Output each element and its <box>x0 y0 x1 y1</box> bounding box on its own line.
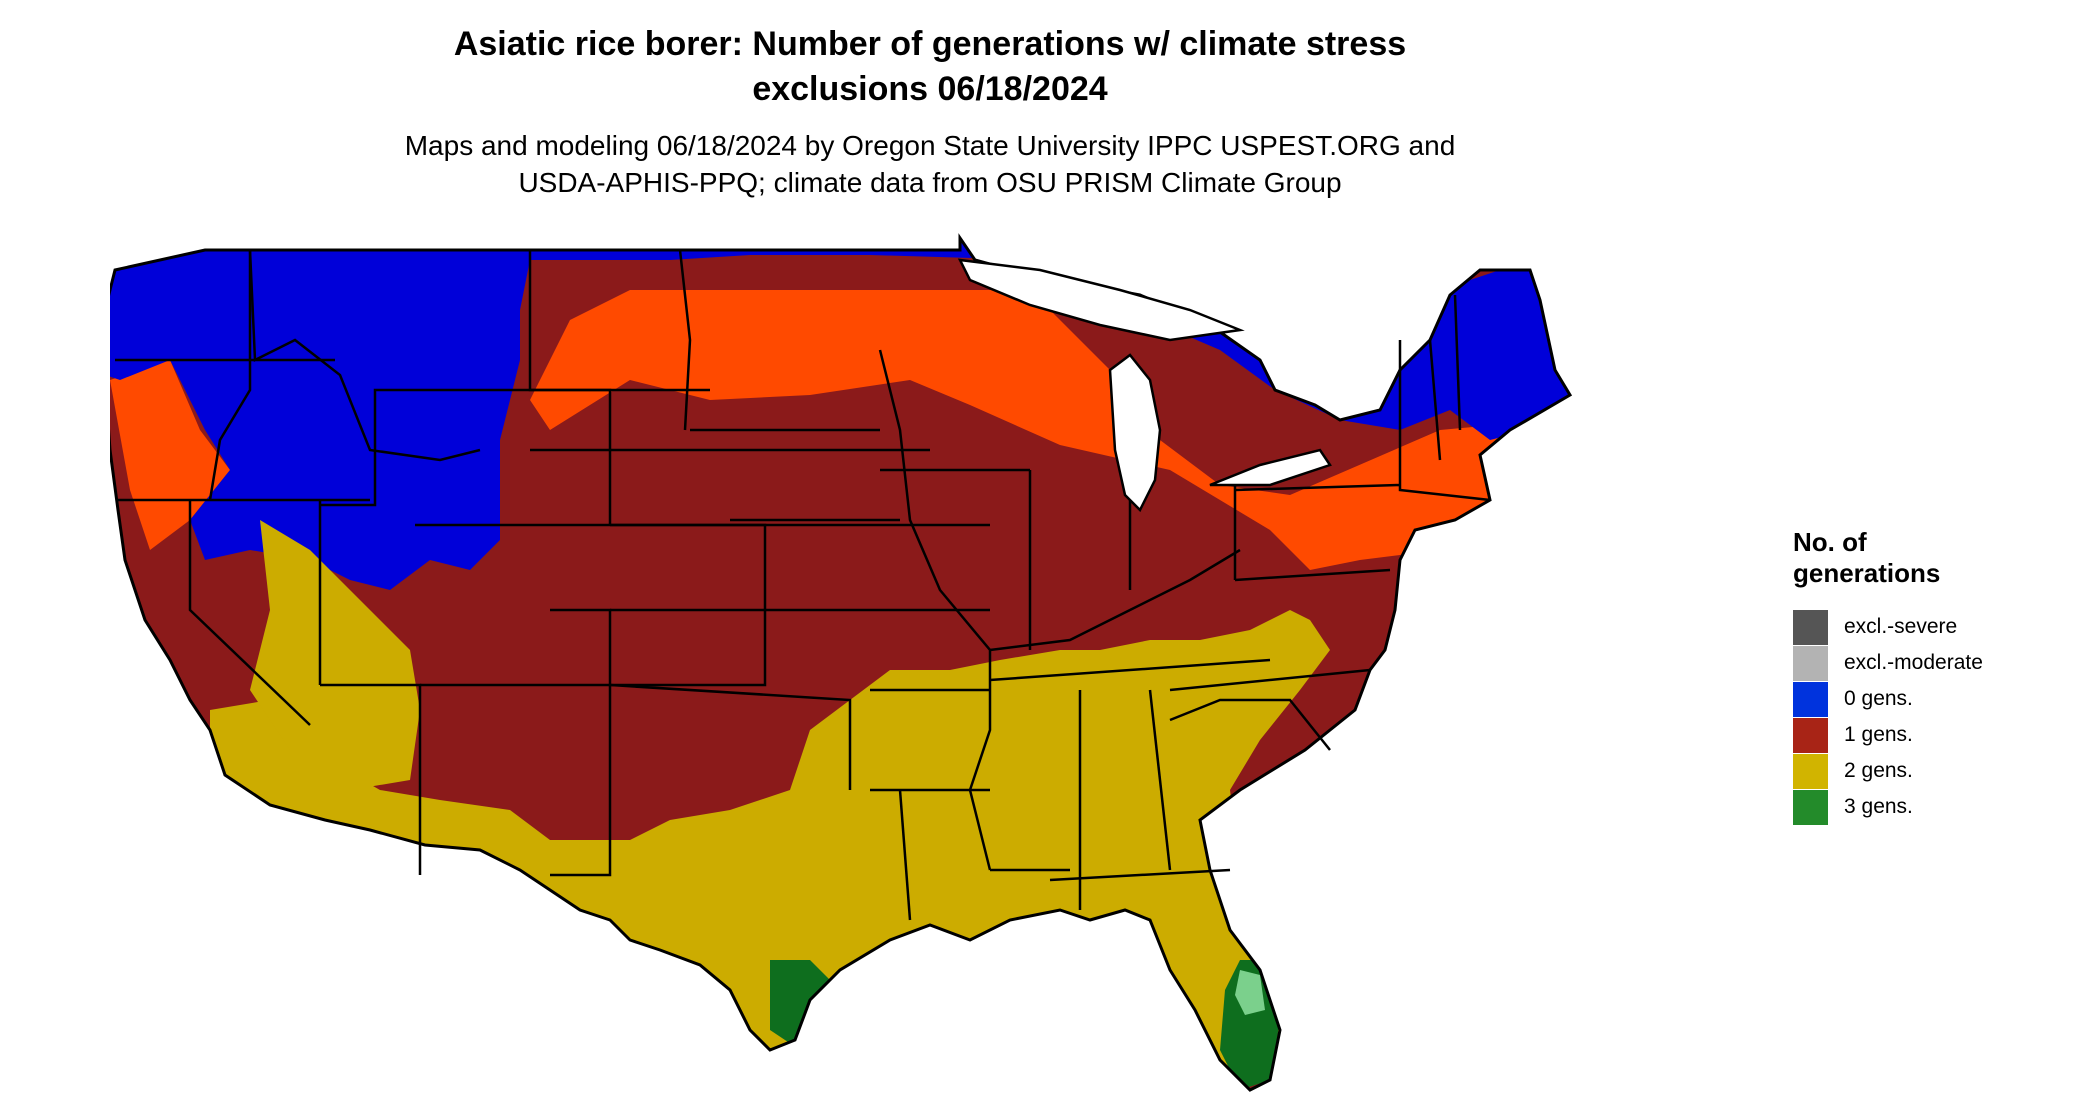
legend-swatch <box>1793 645 1828 681</box>
border-nv-ca <box>188 500 311 726</box>
map-subtitle: Maps and modeling 06/18/2024 by Oregon S… <box>300 127 1560 201</box>
state-borders <box>115 249 1491 921</box>
map-title: Asiatic rice borer: Number of generation… <box>300 22 1560 112</box>
legend-label: excl.-moderate <box>1844 651 1983 674</box>
legend-title-line1: No. of <box>1793 527 1867 557</box>
border-nd-sd <box>528 250 710 392</box>
zone-two-gen-west-strip <box>250 520 420 790</box>
border-vt-nh <box>1428 339 1442 461</box>
border-la-tx <box>898 789 912 921</box>
zone-one-gen-light-north <box>530 290 1550 570</box>
border-nc-sc <box>1169 698 1331 751</box>
map-subtitle-line2: USDA-APHIS-PPQ; climate data from OSU PR… <box>518 167 1342 198</box>
border-ohio-river <box>989 548 1241 652</box>
legend-title-line2: generations <box>1793 558 1941 588</box>
legend-item-2-gens: 2 gens. <box>1793 753 1983 789</box>
legend-swatch <box>1793 609 1828 645</box>
border-nh-me <box>1453 294 1462 431</box>
map-title-line2: exclusions 06/18/2024 <box>752 70 1108 108</box>
border-pa-ny <box>1234 483 1401 492</box>
border-four-corners <box>420 683 612 877</box>
lake-superior <box>957 258 1245 342</box>
legend-item-excl-severe: excl.-severe <box>1793 609 1983 645</box>
legend-item-3-gens: 3 gens. <box>1793 789 1983 825</box>
border-pa-south <box>1234 568 1391 582</box>
zone-one-gen-light-west <box>110 360 230 550</box>
map-subtitle-line1: Maps and modeling 06/18/2024 by Oregon S… <box>404 130 1456 161</box>
border-al-ga <box>1148 689 1172 871</box>
zone-three-gen-florida-light <box>1235 970 1265 1015</box>
legend-label: 3 gens. <box>1844 795 1913 818</box>
legend: No. of generations excl.-severe excl.-mo… <box>1793 527 1983 825</box>
legend-label: excl.-severe <box>1844 615 1958 638</box>
zone-zero-gen-upper-midwest <box>1040 238 1570 440</box>
legend-swatch <box>1793 717 1828 753</box>
legend-label: 0 gens. <box>1844 687 1913 710</box>
great-lakes <box>957 258 1332 513</box>
border-ok-tx <box>550 608 852 790</box>
us-outline <box>110 233 1573 1092</box>
border-tn-ky <box>989 658 1271 682</box>
us-generations-map <box>110 233 1573 1092</box>
legend-item-1-gens: 1 gens. <box>1793 717 1983 753</box>
border-co <box>415 523 767 687</box>
border-mn-west <box>678 249 692 431</box>
generation-zones <box>110 238 1570 1090</box>
legend-swatch <box>1793 681 1828 717</box>
legend-label: 2 gens. <box>1844 759 1913 782</box>
border-mississippi <box>878 349 992 871</box>
map-title-line1: Asiatic rice borer: Number of generation… <box>453 25 1407 63</box>
legend-item-excl-moderate: excl.-moderate <box>1793 645 1983 681</box>
legend-swatch <box>1793 753 1828 789</box>
border-new-england <box>1398 340 1491 502</box>
border-fl-ga <box>1049 868 1231 882</box>
lake-erie <box>1209 448 1332 487</box>
legend-item-0-gens: 0 gens. <box>1793 681 1983 717</box>
legend-label: 1 gens. <box>1844 723 1913 746</box>
border-id-west <box>208 250 252 501</box>
border-va-nc <box>1169 668 1371 692</box>
border-ut-wy <box>320 388 612 525</box>
legend-title: No. of generations <box>1793 527 1983 589</box>
border-id-mt <box>248 249 481 462</box>
lake-michigan <box>1108 353 1162 513</box>
zone-three-gen-florida <box>1220 960 1280 1090</box>
legend-swatch <box>1793 789 1828 825</box>
